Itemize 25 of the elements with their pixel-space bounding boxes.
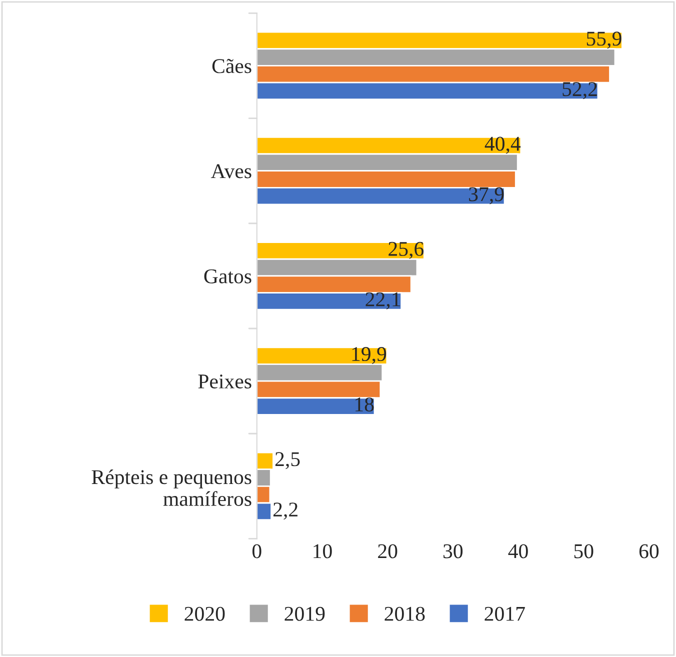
data-label: 52,2 — [562, 82, 597, 100]
data-label: 25,6 — [388, 242, 424, 259]
legend-label: 2020 — [184, 606, 225, 621]
data-label: 19,9 — [352, 347, 386, 364]
x-tick-label: 10 — [314, 544, 332, 558]
data-label: 2,2 — [273, 502, 298, 520]
data-label: 37,9 — [469, 187, 504, 204]
data-label: 18 — [356, 397, 374, 412]
y-tick-label: Répteis e pequenos mamíferos — [92, 469, 252, 506]
y-tick-label: Aves — [210, 164, 252, 178]
data-label: 2,5 — [275, 452, 300, 470]
y-tick-label: Cães — [212, 58, 252, 74]
legend-label: 2017 — [484, 606, 525, 621]
y-tick-label: Gatos — [204, 269, 252, 284]
legend-label: 2018 — [384, 606, 425, 621]
legend-label: 2019 — [284, 606, 325, 621]
x-tick-label: 20 — [378, 544, 398, 558]
x-tick-label: 50 — [574, 544, 594, 558]
x-tick-label: 30 — [444, 544, 463, 558]
x-tick-label: 60 — [639, 544, 659, 558]
y-tick-label: Peixes — [198, 374, 252, 388]
data-label: 55,9 — [586, 32, 622, 49]
data-label: 22,1 — [366, 292, 400, 310]
x-tick-label: 40 — [508, 544, 528, 558]
x-tick-label: 0 — [252, 544, 262, 558]
